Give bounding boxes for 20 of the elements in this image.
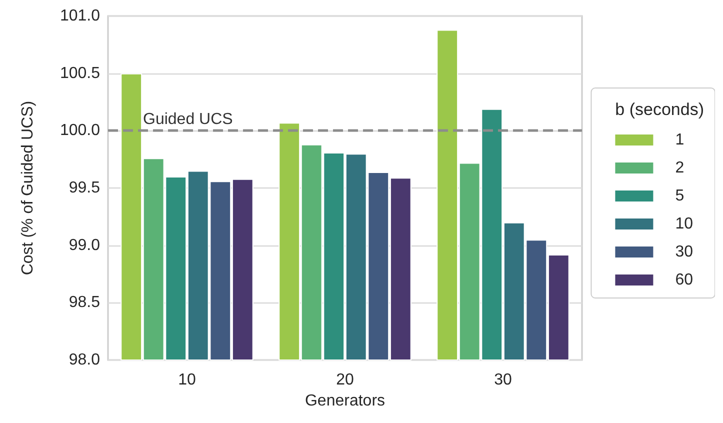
y-tick-label: 100.5 xyxy=(60,64,100,82)
legend-label: 30 xyxy=(675,244,694,260)
y-tick-label: 98.0 xyxy=(68,352,100,368)
y-tick-label: 99.0 xyxy=(68,236,100,254)
ref-line-label: Guided UCS xyxy=(143,111,233,128)
legend-title: b (seconds) xyxy=(615,100,704,119)
y-axis-title: Cost (% of Guided UCS) xyxy=(20,100,36,276)
legend-label: 5 xyxy=(675,188,684,204)
y-tick-label: 100.0 xyxy=(60,122,100,140)
y-tick-label: 98.5 xyxy=(68,294,100,312)
legend-label: 1 xyxy=(675,132,684,148)
x-tick-label: 30 xyxy=(494,372,512,388)
y-tick-label: 99.5 xyxy=(68,180,100,196)
legend-label: 10 xyxy=(675,216,694,232)
x-tick-label: 20 xyxy=(336,372,354,388)
legend-label: 60 xyxy=(675,272,694,288)
y-tick-label: 101.0 xyxy=(60,8,100,24)
legend-label: 2 xyxy=(675,160,684,176)
x-tick-label: 10 xyxy=(178,372,196,388)
x-axis-title: Generators xyxy=(304,392,386,410)
